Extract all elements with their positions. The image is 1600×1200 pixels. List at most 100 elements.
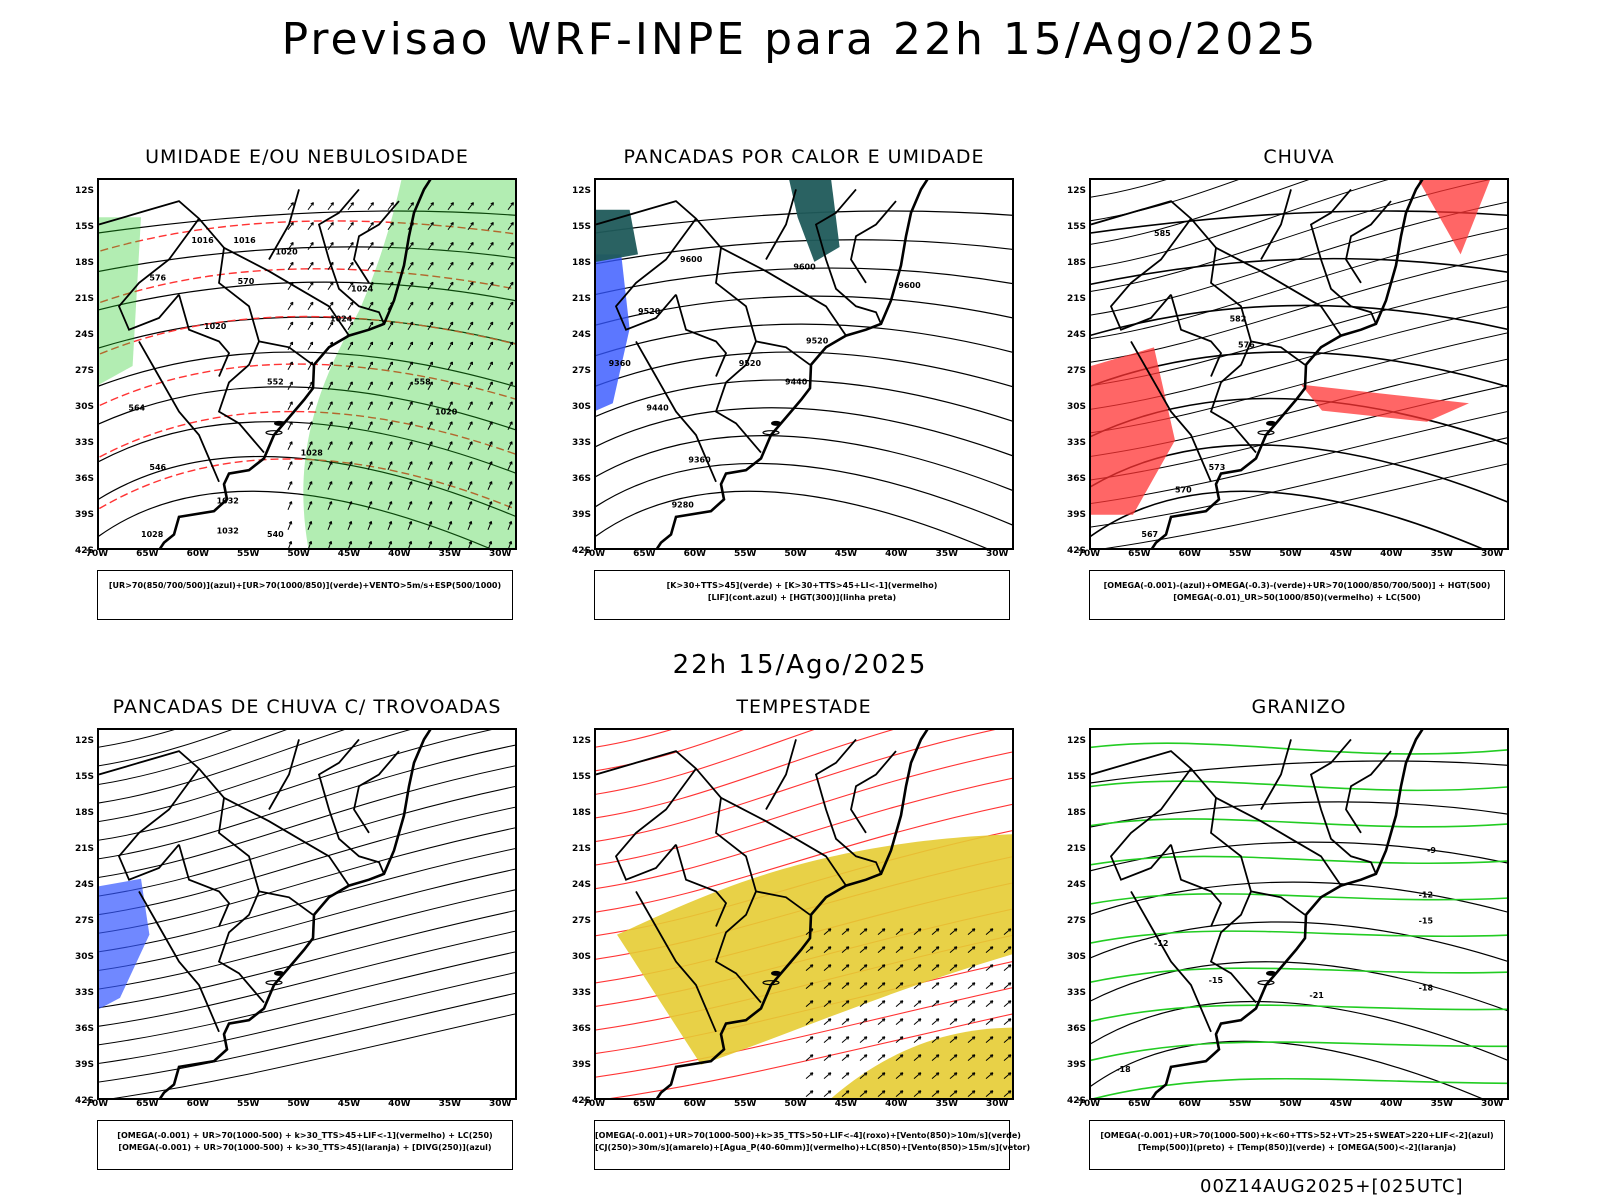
wind-arrow-202 [507, 281, 514, 291]
chuva-border-3 [1250, 340, 1306, 366]
wind-arrow-62 [347, 361, 353, 371]
wind-arrow-207 [507, 381, 513, 391]
tempestade-border-1 [614, 768, 697, 881]
vector-arrow-105 [985, 1018, 994, 1025]
lat-tick-label: 36S [74, 1024, 94, 1034]
granizo-lake-2 [1257, 980, 1275, 986]
legend-line: [Temp(500)](preto) + [Temp(850)](verde) … [1137, 1143, 1457, 1152]
lat-tick-label: 18S [1066, 808, 1086, 818]
streamline-16 [99, 951, 515, 1046]
wind-arrow-81 [367, 381, 373, 391]
tempestade-lake [771, 970, 781, 976]
umidade-contour-label-7: 1032 [217, 526, 239, 535]
wind-arrow-143 [428, 540, 433, 548]
legend-line: [K>30+TTS>45](verde) + [K>30+TTS>45+LI<-… [666, 581, 938, 590]
vector-arrow-103 [985, 982, 994, 989]
wind-arrow-22 [307, 281, 314, 291]
lon-tick-label: 35W [935, 1099, 959, 1109]
vector-arrow-70 [931, 928, 940, 935]
wind-arrow-158 [447, 481, 453, 490]
vector-arrow-99 [967, 1090, 976, 1097]
wind-arrow-72 [367, 202, 374, 211]
wind-arrow-142 [427, 521, 433, 530]
streamline-9 [99, 806, 515, 916]
chuva-contour-label-2: 576 [1238, 340, 1255, 349]
lon-tick-label: 30W [488, 549, 512, 559]
divg-blue-0 [99, 878, 150, 1009]
tempestade-border-7 [635, 890, 717, 1033]
wind-arrow-49 [327, 461, 333, 470]
wind-arrow-131 [427, 301, 434, 311]
pancadas-calor-lake [771, 420, 781, 426]
lat-tick-label: 24S [1066, 330, 1086, 340]
vector-arrow-63 [913, 982, 922, 989]
lat-tick-label: 24S [571, 330, 591, 340]
granizo-border-5 [1309, 738, 1377, 875]
pancadas-trovoadas-border-7 [138, 890, 220, 1033]
pancadas-calor-lake-2 [762, 430, 780, 436]
wind-arrow-155 [447, 421, 453, 430]
streamline-2 [99, 730, 287, 785]
lon-tick-label: 30W [985, 1099, 1009, 1109]
chuva-contour-label-5: 567 [1141, 530, 1158, 539]
wind-arrow-191 [487, 421, 493, 430]
lon-tick-label: 45W [1329, 1099, 1353, 1109]
wind-arrow-176 [467, 481, 473, 490]
thickness-4 [99, 410, 515, 459]
streamline-18 [99, 992, 515, 1083]
lat-tick-label: 33S [571, 988, 591, 998]
pancadas-calor-coastline [655, 180, 929, 548]
wind-arrow-115 [407, 341, 414, 351]
vector-arrow-14 [823, 1000, 832, 1007]
lon-tick-label: 35W [935, 549, 959, 559]
vector-arrow-91 [967, 946, 976, 953]
wind-arrow-89 [368, 540, 373, 548]
wind-arrow-98 [387, 361, 393, 371]
lon-tick-label: 70W [1077, 1099, 1101, 1109]
lon-tick-label: 50W [1279, 549, 1302, 559]
lat-tick-label: 27S [571, 366, 591, 376]
legend-line: [OMEGA(-0.001) + UR>70(1000-500) + k>30_… [118, 1143, 492, 1152]
height300-10 [596, 490, 987, 548]
chuva-border-7 [1130, 340, 1212, 483]
vector-arrow-36 [859, 1036, 868, 1043]
wind-arrow-3 [287, 261, 294, 271]
lon-tick-label: 45W [1329, 549, 1353, 559]
wind-arrow-20 [307, 241, 314, 251]
granizo-lake [1266, 970, 1276, 976]
wind-arrow-60 [347, 321, 354, 331]
rain-red-2 [1301, 384, 1469, 422]
streamline-19 [113, 1013, 515, 1098]
pancadas-calor-border-1 [614, 218, 697, 331]
streamline-7 [99, 765, 515, 878]
model-run-label: 00Z14AUG2025+[025UTC] [1200, 1176, 1464, 1197]
legend-granizo: [OMEGA(-0.001)+UR>70(1000-500)+k<60+TTS>… [1089, 1120, 1505, 1170]
lat-tick-label: 18S [1066, 258, 1086, 268]
wind-arrow-23 [307, 301, 314, 311]
temp850-7 [1091, 1004, 1507, 1023]
wind-arrow-189 [487, 381, 493, 391]
map-pancadas-calor: 9600 9600 9600 9520 9520 9520 9440 9440 9360 9360… [594, 178, 1014, 550]
lat-tick-label: 33S [1066, 988, 1086, 998]
streamline-17 [99, 972, 515, 1064]
wind-arrow-163 [467, 222, 474, 231]
humidity-green-0 [303, 180, 515, 548]
lat-tick-label: 42S [74, 1096, 94, 1106]
wind-arrow-87 [367, 501, 373, 510]
granizo-border-8 [1345, 750, 1392, 834]
wind-arrow-139 [427, 461, 433, 470]
lc850-2 [596, 730, 815, 795]
tempestade-border-4 [675, 844, 728, 927]
lon-tick-label: 50W [1279, 1099, 1302, 1109]
chuva-border-1 [1109, 218, 1192, 331]
wind-arrow-192 [487, 441, 493, 450]
lc850-6 [596, 777, 1012, 890]
wind-arrow-24 [307, 321, 314, 331]
pancadas-trovoadas-lake [274, 970, 284, 976]
wind-arrow-58 [347, 281, 354, 291]
vector-arrow-73 [931, 982, 940, 989]
chuva-lake [1266, 420, 1276, 426]
umidade-contour-label-15: 546 [149, 463, 166, 472]
vector-arrow-98 [967, 1072, 976, 1079]
lon-tick-label: 60W [683, 549, 707, 559]
